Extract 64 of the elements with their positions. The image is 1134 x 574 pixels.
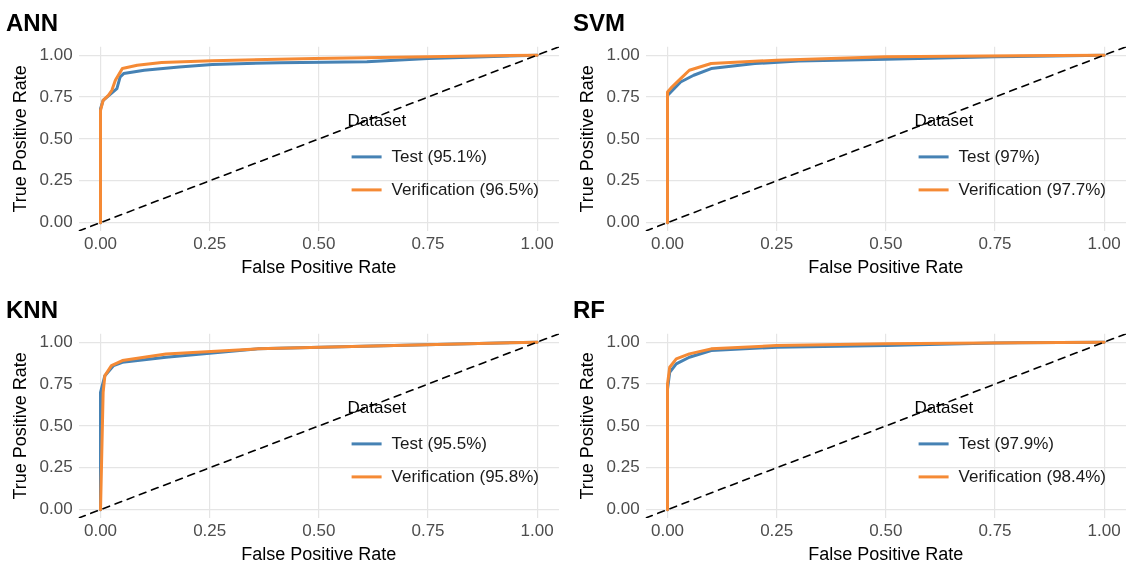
y-tick-label: 0.25 [39,457,73,477]
y-tick-label: 0.50 [606,128,640,148]
legend-title: Dataset [914,110,974,130]
legend-title: Dataset [347,110,407,130]
legend-label: Verification (96.5%) [391,179,539,199]
y-axis-title: True Positive Rate [9,352,30,500]
legend-title: Dataset [347,397,407,417]
x-tick-label: 0.50 [869,520,903,540]
y-tick-label: 0.00 [39,212,73,232]
x-axis-title: False Positive Rate [808,544,964,565]
y-tick-label: 0.50 [39,415,73,435]
chart-title: RF [573,296,605,324]
x-tick-label: 0.25 [760,233,794,253]
legend-label: Verification (98.4%) [958,466,1106,486]
y-tick-label: 0.50 [39,128,73,148]
legend-label: Verification (97.7%) [958,179,1106,199]
x-tick-label: 0.00 [83,233,118,253]
x-tick-label: 0.25 [193,233,227,253]
x-tick-label: 0.50 [302,233,336,253]
x-tick-label: 1.00 [1087,520,1121,540]
y-tick-label: 0.25 [606,457,640,477]
y-tick-label: 0.25 [606,170,640,190]
x-axis-title: False Positive Rate [808,257,964,278]
y-tick-label: 0.75 [606,373,640,393]
x-tick-label: 0.00 [650,520,685,540]
x-tick-label: 0.75 [411,520,445,540]
legend-title: Dataset [914,397,974,417]
y-tick-label: 0.00 [606,499,640,519]
y-tick-label: 0.75 [39,86,73,106]
legend-label: Test (95.5%) [391,433,488,453]
x-tick-label: 0.25 [193,520,227,540]
y-tick-label: 1.00 [606,331,640,351]
x-tick-label: 0.00 [650,233,685,253]
x-tick-label: 0.25 [760,520,794,540]
chart-title: SVM [573,9,626,37]
x-tick-label: 1.00 [520,233,554,253]
y-axis-title: True Positive Rate [576,65,597,213]
y-tick-label: 1.00 [39,331,73,351]
x-tick-label: 0.75 [978,233,1012,253]
x-tick-label: 0.75 [411,233,445,253]
x-tick-label: 0.50 [302,520,336,540]
legend-label: Test (97%) [958,146,1040,166]
y-tick-label: 1.00 [606,44,640,64]
y-tick-label: 0.00 [39,499,73,519]
y-axis-title: True Positive Rate [9,65,30,213]
x-tick-label: 1.00 [1087,233,1121,253]
legend-label: Test (95.1%) [391,146,488,166]
y-tick-label: 1.00 [39,44,73,64]
y-axis-title: True Positive Rate [576,352,597,500]
y-tick-label: 0.25 [39,170,73,190]
x-tick-label: 1.00 [520,520,554,540]
chart-title: ANN [6,9,58,37]
chart-title: KNN [6,296,58,324]
legend-label: Verification (95.8%) [391,466,539,486]
legend-label: Test (97.9%) [958,433,1055,453]
x-tick-label: 0.75 [978,520,1012,540]
x-tick-label: 0.00 [83,520,118,540]
y-tick-label: 0.50 [606,415,640,435]
y-tick-label: 0.00 [606,212,640,232]
y-tick-label: 0.75 [39,373,73,393]
x-axis-title: False Positive Rate [241,544,397,565]
x-tick-label: 0.50 [869,233,903,253]
y-tick-label: 0.75 [606,86,640,106]
x-axis-title: False Positive Rate [241,257,397,278]
